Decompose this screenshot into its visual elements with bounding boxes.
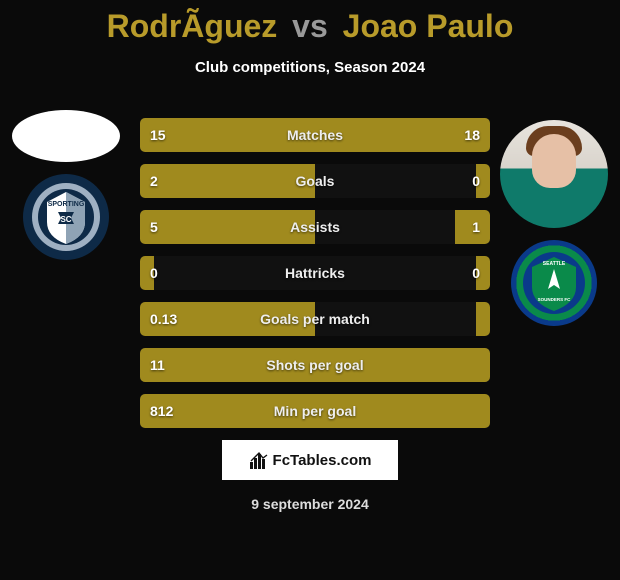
stat-value-right: 0 xyxy=(472,164,480,198)
seattle-sounders-crest-icon: SEATTLE SOUNDERS FC xyxy=(522,251,586,315)
stat-label: Assists xyxy=(140,210,490,244)
date-text: 9 september 2024 xyxy=(0,496,620,512)
stat-label: Matches xyxy=(140,118,490,152)
branding-badge: FcTables.com xyxy=(222,440,398,480)
stat-label: Shots per goal xyxy=(140,348,490,382)
comparison-title: RodrÃ­guez vs Joao Paulo xyxy=(0,0,620,45)
stat-value-right: 18 xyxy=(464,118,480,152)
stat-row: Matches15 18 xyxy=(140,118,490,152)
title-player2: Joao Paulo xyxy=(343,8,514,44)
stat-value-left: 0 xyxy=(150,256,158,290)
fctables-logo-icon xyxy=(249,450,269,470)
player1-avatar xyxy=(12,110,120,162)
stat-value-left: 2 xyxy=(150,164,158,198)
stat-row: Assists5 1 xyxy=(140,210,490,244)
stat-value-left: 0.13 xyxy=(150,302,177,336)
stat-label: Goals per match xyxy=(140,302,490,336)
svg-text:SC: SC xyxy=(60,215,71,224)
stat-bars: Matches1518Goals20Assists51Hattricks00Go… xyxy=(140,118,490,440)
stat-value-left: 5 xyxy=(150,210,158,244)
stat-row: Goals2 0 xyxy=(140,164,490,198)
stat-value-right: 0 xyxy=(472,256,480,290)
stat-row: Min per goal812 xyxy=(140,394,490,428)
stat-value-right: 1 xyxy=(472,210,480,244)
player2-avatar xyxy=(500,120,608,228)
stat-row: Goals per match0.13 xyxy=(140,302,490,336)
branding-text: FcTables.com xyxy=(273,452,372,469)
stat-label: Hattricks xyxy=(140,256,490,290)
stat-label: Goals xyxy=(140,164,490,198)
sporting-kc-crest-icon: SPORTING SC xyxy=(31,182,101,252)
title-player1: RodrÃ­guez xyxy=(107,8,278,44)
player2-club-crest: SEATTLE SOUNDERS FC xyxy=(511,240,597,326)
subtitle: Club competitions, Season 2024 xyxy=(0,59,620,76)
svg-text:SOUNDERS FC: SOUNDERS FC xyxy=(538,297,572,302)
stat-label: Min per goal xyxy=(140,394,490,428)
stat-value-left: 11 xyxy=(150,348,165,382)
stat-row: Shots per goal11 xyxy=(140,348,490,382)
stat-value-left: 15 xyxy=(150,118,166,152)
left-column: SPORTING SC xyxy=(6,110,126,260)
stat-row: Hattricks0 0 xyxy=(140,256,490,290)
right-column: SEATTLE SOUNDERS FC xyxy=(494,120,614,326)
player1-club-crest: SPORTING SC xyxy=(23,174,109,260)
svg-text:SEATTLE: SEATTLE xyxy=(543,261,566,267)
stat-value-left: 812 xyxy=(150,394,173,428)
svg-text:SPORTING: SPORTING xyxy=(48,201,85,208)
title-vs: vs xyxy=(292,8,328,44)
